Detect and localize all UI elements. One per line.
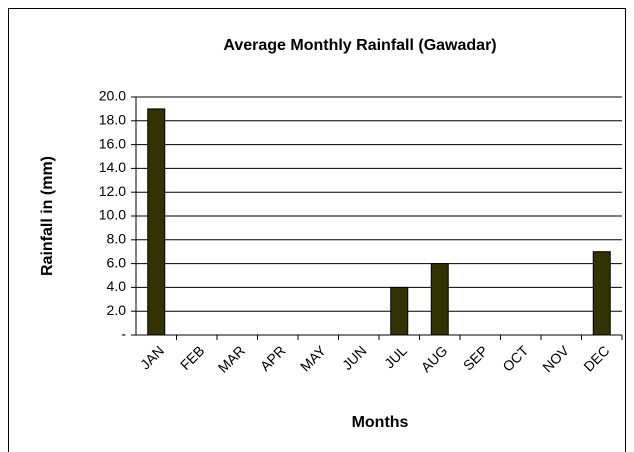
bar [592,251,611,336]
y-tick-label: 14.0 [99,159,126,175]
y-tick-label: 12.0 [99,183,126,199]
y-tick-label: 16.0 [99,135,126,151]
y-tick-label: 20.0 [99,88,126,104]
bar [147,108,166,336]
bar [430,263,449,336]
y-tick-label: 6.0 [107,254,127,270]
y-tick-label: 10.0 [99,207,126,223]
chart-title: Average Monthly Rainfall (Gawadar) [223,37,496,54]
y-axis-title: Rainfall in (mm) [39,156,56,276]
bar [390,286,409,336]
y-tick-label: 8.0 [107,231,127,247]
chart-frame [8,8,626,452]
x-axis-title: Months [352,414,409,431]
y-tick-label: 2.0 [107,302,127,318]
y-tick-label: 18.0 [99,112,126,128]
y-tick-label: 4.0 [107,278,127,294]
y-tick-label: - [121,326,126,342]
